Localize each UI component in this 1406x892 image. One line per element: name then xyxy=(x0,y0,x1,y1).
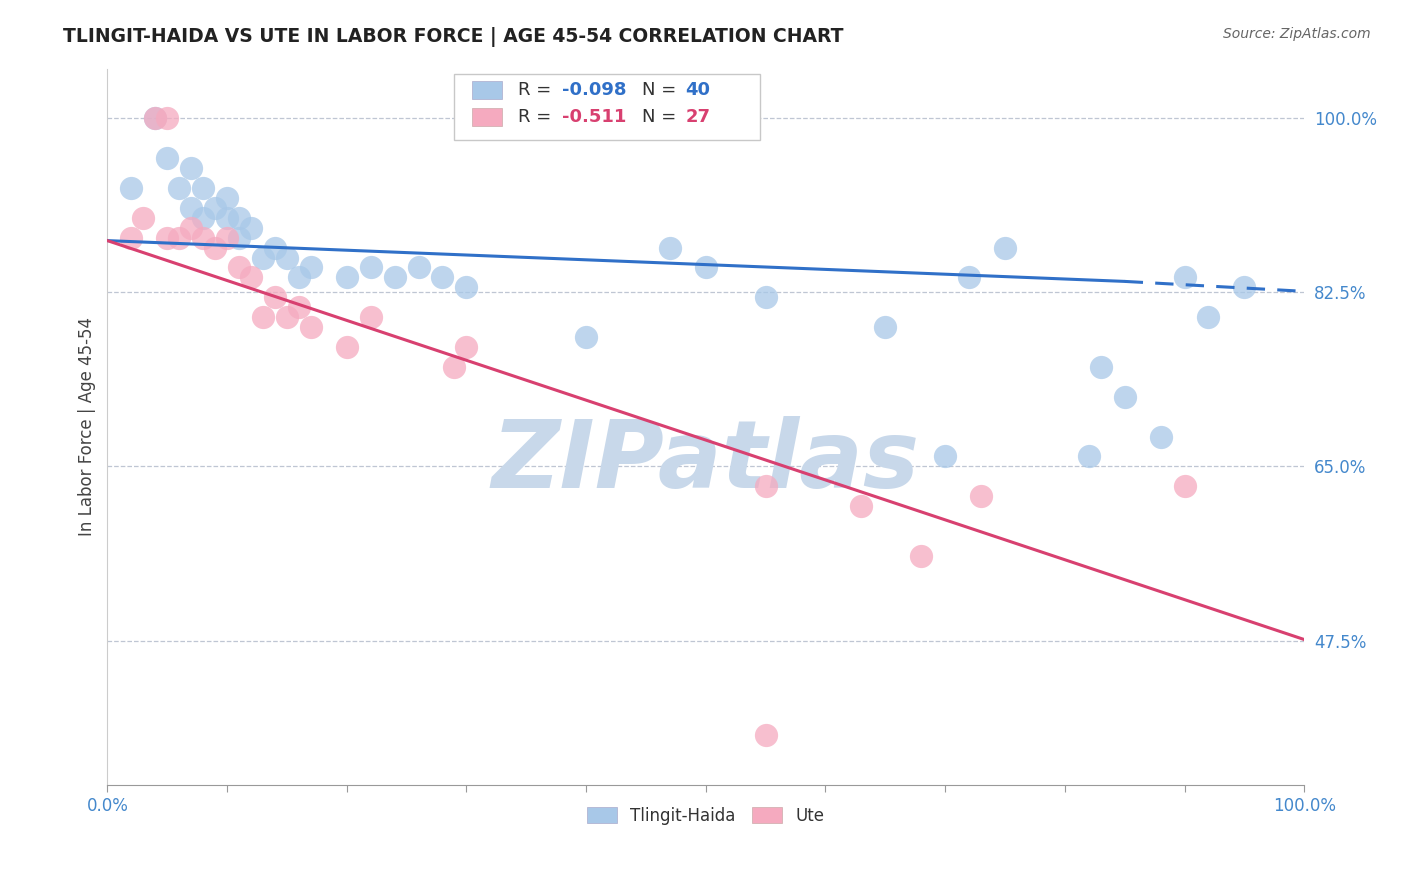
FancyBboxPatch shape xyxy=(472,108,502,126)
Point xyxy=(120,181,142,195)
Point xyxy=(204,241,226,255)
Point xyxy=(1077,450,1099,464)
Point xyxy=(215,211,238,225)
Text: N =: N = xyxy=(643,81,682,99)
Text: -0.098: -0.098 xyxy=(562,81,627,99)
Text: 40: 40 xyxy=(686,81,710,99)
Point xyxy=(1149,429,1171,443)
Point xyxy=(180,161,202,175)
Text: R =: R = xyxy=(517,81,557,99)
Y-axis label: In Labor Force | Age 45-54: In Labor Force | Age 45-54 xyxy=(79,318,96,536)
Legend: Tlingit-Haida, Ute: Tlingit-Haida, Ute xyxy=(582,802,830,830)
Point xyxy=(934,450,956,464)
Point xyxy=(228,211,250,225)
Point xyxy=(970,489,993,503)
Point xyxy=(1090,359,1112,374)
Point xyxy=(1173,479,1195,493)
Point xyxy=(755,728,778,742)
Point xyxy=(143,112,166,126)
Point xyxy=(1233,280,1256,294)
Point xyxy=(204,201,226,215)
Point xyxy=(180,220,202,235)
Point xyxy=(408,260,430,275)
Point xyxy=(240,220,263,235)
Point xyxy=(132,211,155,225)
Point xyxy=(755,290,778,304)
Point xyxy=(288,300,311,314)
Point xyxy=(443,359,465,374)
Point xyxy=(143,112,166,126)
Point xyxy=(384,270,406,285)
Point xyxy=(276,251,298,265)
Point xyxy=(299,320,322,334)
Point xyxy=(299,260,322,275)
Point xyxy=(994,241,1017,255)
Point xyxy=(156,151,179,165)
Point xyxy=(120,230,142,244)
Point xyxy=(1173,270,1195,285)
Text: N =: N = xyxy=(643,108,682,126)
Text: 27: 27 xyxy=(686,108,710,126)
Point xyxy=(180,201,202,215)
Point xyxy=(276,310,298,325)
Text: Source: ZipAtlas.com: Source: ZipAtlas.com xyxy=(1223,27,1371,41)
FancyBboxPatch shape xyxy=(472,81,502,99)
Point xyxy=(252,251,274,265)
Point xyxy=(456,280,478,294)
Point xyxy=(191,181,214,195)
Point xyxy=(156,230,179,244)
Text: TLINGIT-HAIDA VS UTE IN LABOR FORCE | AGE 45-54 CORRELATION CHART: TLINGIT-HAIDA VS UTE IN LABOR FORCE | AG… xyxy=(63,27,844,46)
Point xyxy=(1114,390,1136,404)
Point xyxy=(755,479,778,493)
Point xyxy=(215,191,238,205)
Point xyxy=(264,241,287,255)
Text: ZIPatlas: ZIPatlas xyxy=(492,417,920,508)
Point xyxy=(215,230,238,244)
Point xyxy=(957,270,980,285)
Point xyxy=(167,181,190,195)
Point xyxy=(575,330,598,344)
Text: -0.511: -0.511 xyxy=(562,108,627,126)
Point xyxy=(228,230,250,244)
Point xyxy=(191,211,214,225)
Point xyxy=(252,310,274,325)
Point xyxy=(875,320,897,334)
Text: R =: R = xyxy=(517,108,557,126)
Point xyxy=(336,340,359,354)
Point xyxy=(360,310,382,325)
Point xyxy=(240,270,263,285)
Point xyxy=(156,112,179,126)
Point xyxy=(264,290,287,304)
Point xyxy=(167,230,190,244)
Point xyxy=(432,270,454,285)
Point xyxy=(695,260,717,275)
Point xyxy=(910,549,932,563)
Point xyxy=(228,260,250,275)
Point xyxy=(1198,310,1220,325)
FancyBboxPatch shape xyxy=(454,74,759,140)
Point xyxy=(288,270,311,285)
Point xyxy=(336,270,359,285)
Point xyxy=(456,340,478,354)
Point xyxy=(360,260,382,275)
Point xyxy=(851,500,873,514)
Point xyxy=(191,230,214,244)
Point xyxy=(658,241,681,255)
